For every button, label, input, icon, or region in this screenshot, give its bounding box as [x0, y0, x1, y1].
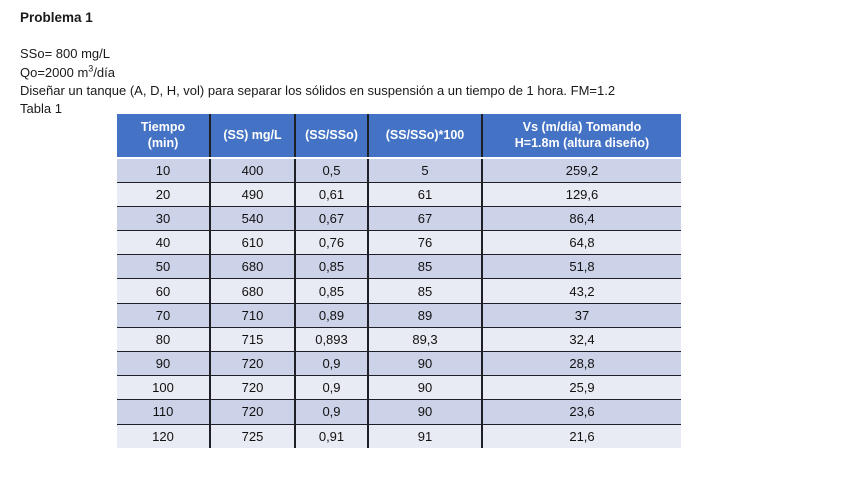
table-cell: 86,4	[481, 205, 681, 231]
table-row: 40 610 0,76 76 64,8	[117, 230, 681, 255]
table-cell: 715	[209, 326, 295, 352]
table-cell: 64,8	[481, 230, 681, 255]
sso-line: SSo= 800 mg/L	[20, 46, 110, 62]
design-line: Diseñar un tanque (A, D, H, vol) para se…	[20, 82, 616, 98]
qo-line: Qo=2000 m3/día	[20, 64, 820, 82]
table-cell: 20	[117, 181, 210, 207]
qo-prefix: Qo=2000 m	[20, 64, 89, 80]
table-cell: 90	[367, 350, 482, 376]
table-cell: 100	[117, 375, 210, 400]
table-cell: 720	[209, 375, 295, 400]
table-cell: 0,9	[294, 399, 368, 425]
table-cell: 89,3	[367, 326, 482, 352]
table-cell: 61	[367, 181, 482, 207]
table-row: 30 540 0,67 67 86,4	[117, 205, 681, 231]
table-cell: 0,61	[294, 181, 368, 207]
table-cell: 30	[117, 205, 210, 231]
table-cell: 28,8	[481, 350, 681, 376]
table-header-row: Tiempo (min) (SS) mg/L (SS/SSo) (SS/SSo)*10…	[117, 114, 681, 159]
table-cell: 0,85	[294, 254, 368, 279]
table-cell: 490	[209, 181, 295, 207]
table-cell: 0,85	[294, 278, 368, 304]
table-cell: 70	[117, 302, 210, 328]
table-cell: 720	[209, 350, 295, 376]
table-cell: 80	[117, 326, 210, 352]
table-cell: 10	[155, 162, 171, 178]
table-cell: 90	[367, 399, 482, 425]
table-row: 60 680 0,85 85 43,2	[117, 278, 681, 304]
table-cell: 0,89	[294, 302, 368, 328]
table-cell: 32,4	[481, 326, 681, 352]
table-row: 120 725 0,91 91 21,6	[117, 423, 681, 449]
problem-statement: Problema 1 SSo= 800 mg/L Qo=2000 m3/día …	[20, 9, 820, 118]
column-header: (SS/SSo)	[294, 114, 368, 159]
table-cell: 0,9	[294, 350, 368, 376]
qo-suffix: /día	[93, 64, 115, 80]
table-row: 10 400 0,5 5 259,2	[117, 158, 681, 183]
table-row: 70 710 0,89 89 37	[117, 302, 681, 328]
table-row: 100 720 0,9 90 25,9	[117, 375, 681, 400]
table-cell: 129,6	[481, 181, 681, 207]
table-cell: 400	[209, 158, 295, 183]
table-row: 110 720 0,9 90 23,6	[117, 399, 681, 425]
table-cell: 0,67	[294, 205, 368, 231]
table-cell: 120	[117, 423, 210, 449]
table-cell: 0,893	[294, 326, 368, 352]
table-cell: 680	[209, 278, 295, 304]
problem-title: Problema 1	[20, 10, 93, 25]
table-cell: 85	[367, 278, 482, 304]
column-header: (SS/SSo)*100	[367, 114, 482, 159]
table-cell: 60	[117, 278, 210, 304]
table-cell: 110	[117, 399, 210, 425]
table-cell: 89	[367, 302, 482, 328]
table-cell: 91	[367, 423, 482, 449]
table-cell: 90	[117, 350, 210, 376]
table-cell: 76	[367, 230, 482, 255]
column-header: (SS) mg/L	[209, 114, 295, 159]
table-cell: 0,76	[294, 230, 368, 255]
settling-data-table: Tiempo (min) (SS) mg/L (SS/SSo) (SS/SSo)*10…	[117, 114, 681, 449]
table-cell: 90	[367, 375, 482, 400]
table-cell: 0,91	[294, 423, 368, 449]
table-row: 80 715 0,893 89,3 32,4	[117, 326, 681, 352]
table-body: 10 400 0,5 5 259,2 20 490 0,61 61 129,6 30 540 0,67 6…	[117, 158, 681, 449]
table-cell: 0,9	[294, 375, 368, 400]
qo-superscript: 3	[88, 63, 94, 74]
table-cell: 259,2	[481, 158, 681, 183]
table-cell: 51,8	[481, 254, 681, 279]
table-cell: 23,6	[481, 399, 681, 425]
table-row: 90 720 0,9 90 28,8	[117, 350, 681, 376]
table-cell: 21,6	[481, 423, 681, 449]
table-row: 50 680 0,85 85 51,8	[117, 254, 681, 279]
column-header: Vs (m/día) Tomando H=1.8m (altura diseño…	[481, 114, 681, 159]
table-cell: 720	[209, 399, 295, 425]
table-cell: 710	[209, 302, 295, 328]
table-cell: 680	[209, 254, 295, 279]
table-cell: 610	[209, 230, 295, 255]
column-header: Tiempo (min)	[117, 114, 210, 159]
table-row: 20 490 0,61 61 129,6	[117, 181, 681, 207]
table-cell: 85	[367, 254, 482, 279]
table-cell: 725	[209, 423, 295, 449]
table-cell: 40	[117, 230, 210, 255]
table-cell: 5	[367, 158, 482, 183]
table-caption: Tabla 1	[20, 101, 62, 117]
table-cell: 50	[117, 254, 210, 279]
table-cell: 540	[209, 205, 295, 231]
table-cell: 37	[481, 302, 681, 328]
table-cell: 25,9	[481, 375, 681, 400]
table-cell: 0,5	[294, 158, 368, 183]
table-cell: 43,2	[481, 278, 681, 304]
table-cell: 67	[367, 205, 482, 231]
